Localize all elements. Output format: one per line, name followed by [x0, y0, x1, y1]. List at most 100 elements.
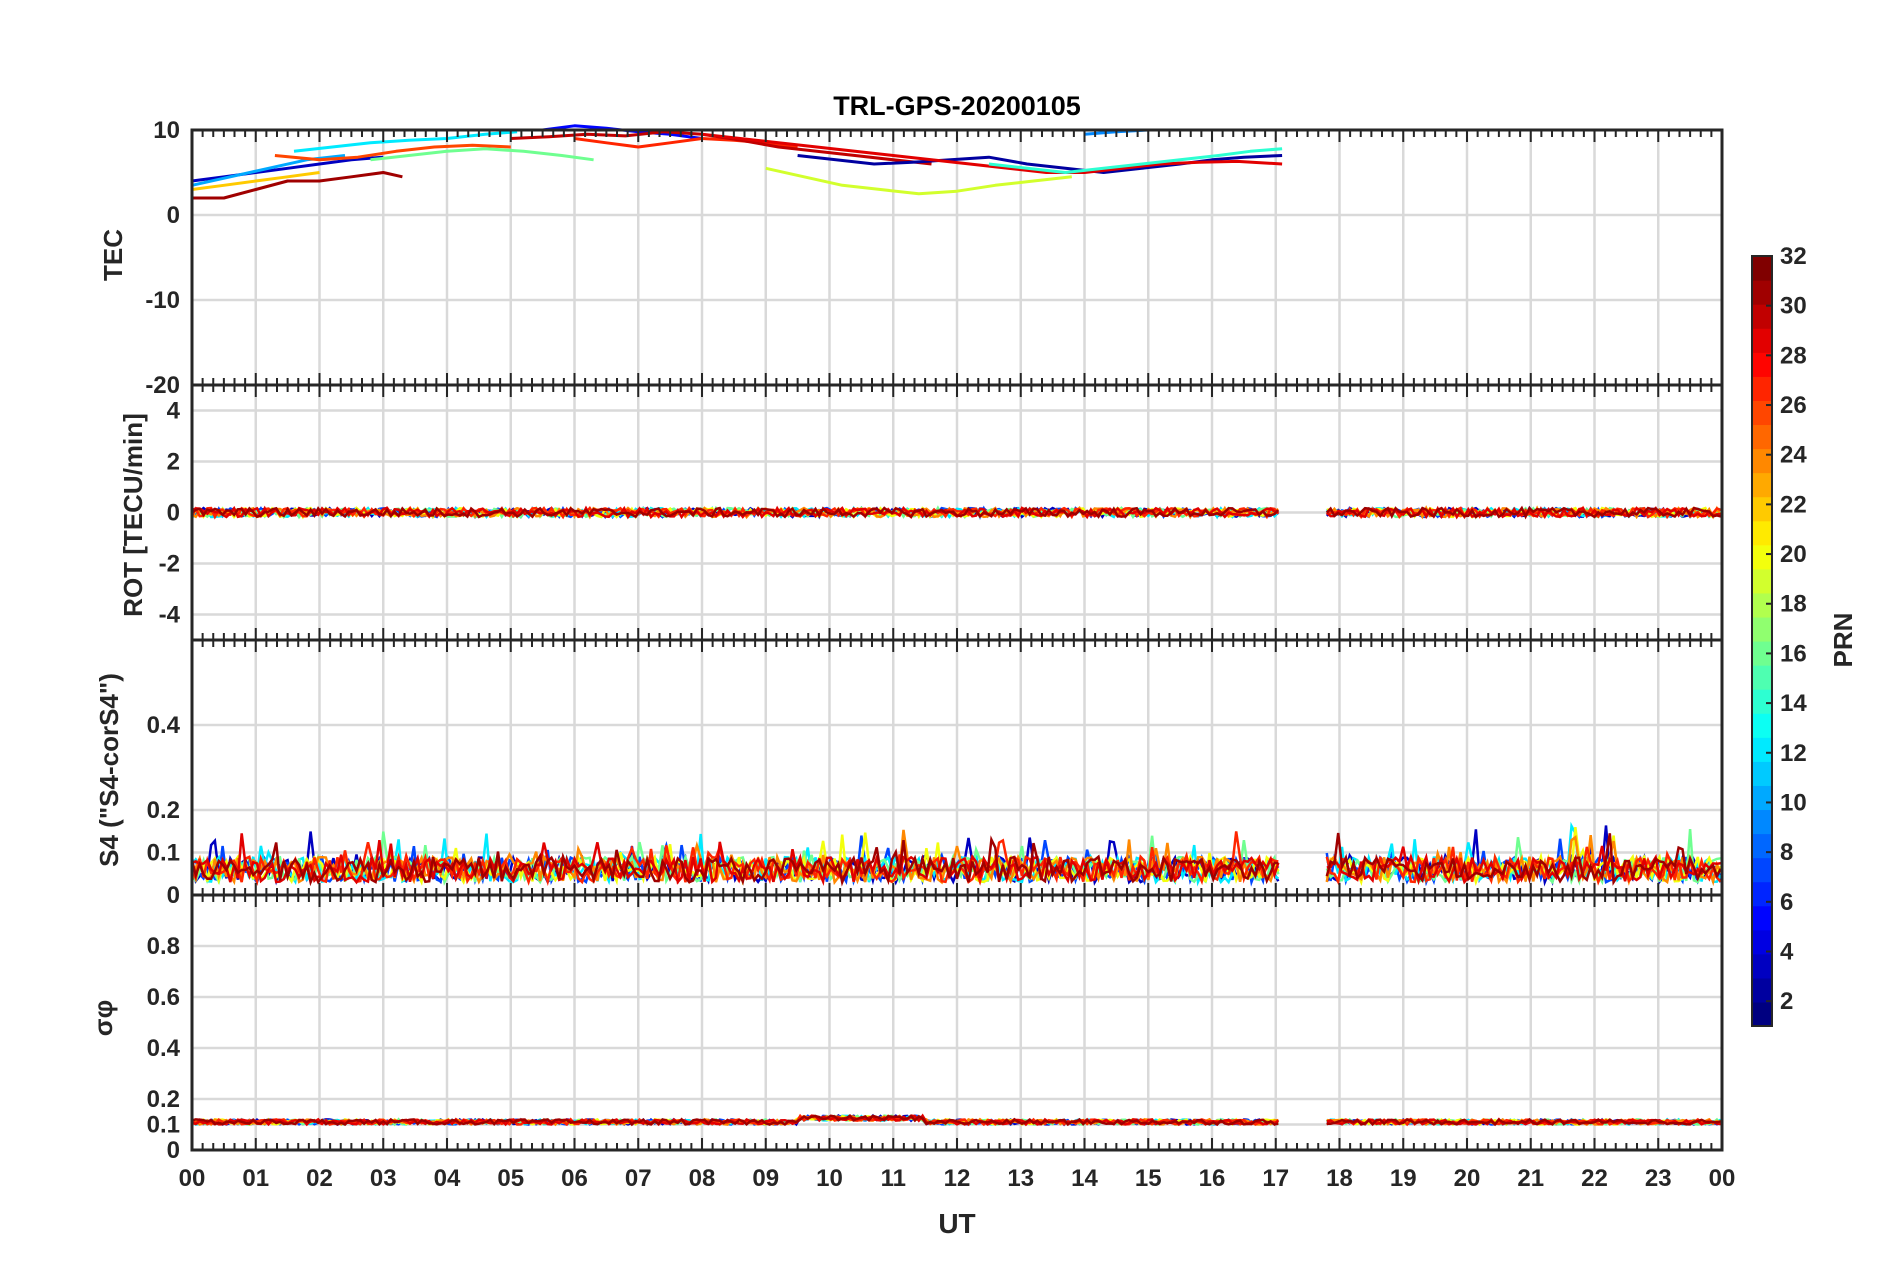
colorbar-swatch [1752, 641, 1772, 666]
colorbar-swatch [1752, 616, 1772, 642]
colorbar-swatch [1752, 544, 1772, 570]
y-tick-label: 0 [167, 1137, 180, 1164]
trace-prn-31 [190, 835, 1279, 887]
colorbar-swatch [1752, 424, 1772, 450]
s4-series [190, 821, 1722, 887]
tec-series [191, 124, 1283, 200]
y-tick-label: 0.1 [147, 840, 180, 867]
colorbar-swatch [1752, 809, 1772, 835]
x-tick-label: 03 [370, 1165, 397, 1192]
x-tick-label: 10 [816, 1165, 843, 1192]
colorbar-tick-label: 26 [1780, 392, 1807, 419]
tec-trace-prn-26 [274, 143, 511, 162]
colorbar-swatch [1752, 761, 1772, 786]
trace-prn-31 [1325, 832, 1722, 886]
x-tick-label: 06 [561, 1165, 588, 1192]
colorbar-swatch [1752, 280, 1772, 305]
x-tick-label: 04 [434, 1165, 461, 1192]
colorbar-swatch [1752, 785, 1772, 811]
colorbar-swatch [1752, 665, 1772, 690]
colorbar-tick-label: 20 [1780, 541, 1807, 568]
x-tick-label: 02 [306, 1165, 333, 1192]
colorbar-tick-label: 12 [1780, 740, 1807, 767]
x-tick-label: 11 [881, 1165, 906, 1192]
colorbar-swatch [1752, 977, 1772, 1003]
colorbar-tick-label: 32 [1780, 243, 1807, 270]
x-tick-label: 00 [1709, 1165, 1736, 1192]
y-tick-label: 0.1 [147, 1112, 180, 1139]
colorbar-tick-label: 10 [1780, 789, 1807, 816]
tec-trace-prn-31 [192, 171, 403, 200]
colorbar-swatch [1752, 857, 1772, 883]
x-tick-label: 19 [1390, 1165, 1417, 1192]
y-tick-label: 0 [167, 500, 180, 527]
y-tick-label: 2 [167, 449, 180, 476]
colorbar-swatch [1752, 304, 1772, 329]
x-tick-label: 22 [1581, 1165, 1608, 1192]
x-tick-label: 16 [1199, 1165, 1226, 1192]
colorbar-swatch [1752, 568, 1772, 594]
tec-axis-label: TEC [98, 229, 128, 281]
y-tick-label: 0.2 [147, 797, 180, 824]
x-tick-label: 07 [625, 1165, 652, 1192]
x-tick-label: 09 [752, 1165, 779, 1192]
y-tick-label: 0.4 [147, 1035, 181, 1062]
y-tick-label: -10 [145, 287, 180, 314]
colorbar-swatch [1752, 905, 1772, 931]
trace-prn-29 [191, 833, 1280, 886]
s4-axis-label: S4 ("S4-corS4") [94, 673, 124, 867]
colorbar-swatch [1752, 472, 1772, 498]
colorbar-swatch [1752, 256, 1772, 281]
x-tick-label: 08 [689, 1165, 716, 1192]
colorbar-tick-label: 2 [1780, 988, 1793, 1015]
trace-prn-31 [1326, 1117, 1722, 1127]
colorbar-tick-label: 30 [1780, 293, 1807, 320]
x-tick-label: 17 [1262, 1165, 1289, 1192]
panel-sigma-phi: 00.10.2 0.4 0.6 0.8 σφ [88, 893, 1724, 1164]
trace-prn-31 [191, 1113, 1279, 1127]
tec-trace-prn-2 [797, 154, 1283, 174]
y-tick-label: 0.4 [147, 712, 181, 739]
colorbar-swatch [1752, 448, 1772, 474]
y-tick-label: 0.6 [147, 984, 180, 1011]
sigma-phi-series [191, 1113, 1722, 1127]
x-tick-label: 14 [1071, 1165, 1098, 1192]
colorbar-label: PRN [1828, 613, 1858, 668]
x-tick-label: 21 [1517, 1165, 1544, 1192]
chart-title: TRL-GPS-20200105 [833, 91, 1081, 121]
rot-axis-label: ROT [TECU/min] [118, 413, 148, 617]
colorbar-swatch [1752, 400, 1772, 426]
y-tick-label: 0.8 [147, 933, 180, 960]
x-tick-label: 15 [1135, 1165, 1162, 1192]
colorbar-swatch [1752, 689, 1772, 714]
y-tick-label: 0 [167, 202, 180, 229]
tec-trace-prn-12 [293, 130, 518, 153]
colorbar-frame [1751, 255, 1773, 1027]
tec-trace-prn-19 [765, 166, 1072, 196]
trace-prn-31 [191, 506, 1280, 519]
y-tick-label: 0.2 [147, 1086, 180, 1113]
colorbar-swatch [1752, 352, 1772, 377]
x-tick-label: 12 [944, 1165, 971, 1192]
colorbar-swatch [1752, 520, 1772, 546]
colorbar-swatch [1752, 713, 1772, 738]
sigma-phi-axis-label: σφ [88, 1000, 118, 1036]
colorbar-swatch [1752, 737, 1772, 762]
tec-trace-prn-14 [988, 147, 1283, 174]
y-tick-label: -2 [159, 551, 180, 578]
colorbar-tick-label: 16 [1780, 640, 1807, 667]
colorbar-tick-label: 18 [1780, 591, 1807, 618]
colorbar-tick-label: 6 [1780, 889, 1793, 916]
colorbar-tick-label: 24 [1780, 442, 1807, 469]
panel-rot: -4 -2 0 2 4 ROT [TECU/min] [118, 383, 1724, 642]
y-tick-label: 0 [167, 882, 180, 909]
y-tick-label: 4 [167, 398, 181, 425]
x-tick-label: 18 [1326, 1165, 1353, 1192]
y-tick-label: 10 [153, 117, 180, 144]
colorbar-tick-label: 22 [1780, 491, 1807, 518]
x-tick-label: 23 [1645, 1165, 1672, 1192]
colorbar-swatch [1752, 1001, 1772, 1027]
y-tick-label: -4 [159, 602, 181, 629]
x-axis-label: UT [938, 1208, 975, 1239]
colorbar-swatch [1752, 881, 1772, 907]
